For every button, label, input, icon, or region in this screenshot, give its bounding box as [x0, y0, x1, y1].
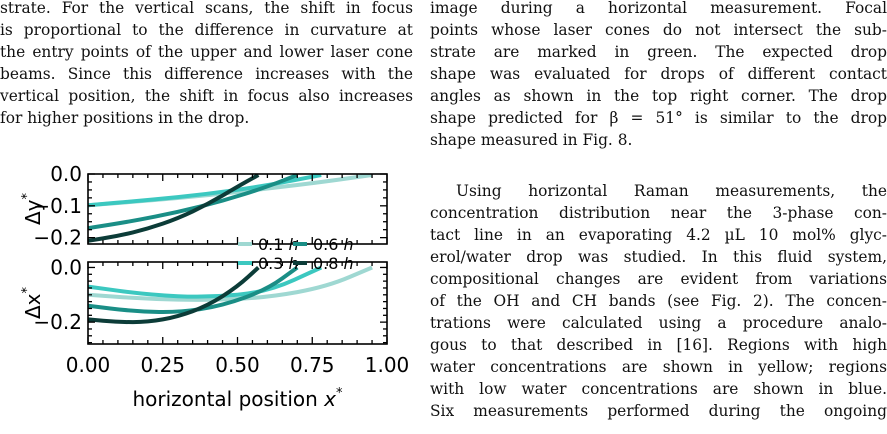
left-paragraph-line-6: for higher positions in the drop.	[0, 109, 250, 127]
x-tick-label-2: 0.25	[140, 353, 185, 377]
right-paragraph-1-line-4: shape was evaluated for drops of differe…	[430, 65, 887, 83]
right-paragraph-1-line-1: image during a horizontal measurement. F…	[430, 0, 887, 17]
y-tick-label-1-1: 0.0	[50, 162, 82, 186]
y-axis-label-1: Δy*	[20, 192, 45, 225]
right-paragraph-2-line-7: trations were calculated using a procedu…	[430, 314, 887, 332]
x-axis-label: horizontal position x*	[132, 386, 343, 411]
legend-label-1: 0.1 h	[258, 235, 299, 254]
right-paragraph-2-line-8: gous to that described in [16]. Regions …	[430, 336, 887, 354]
x-tick-label-5: 1.00	[365, 353, 410, 377]
plot-frame-2	[87, 261, 388, 345]
x-tick-label-4: 0.75	[290, 353, 335, 377]
right-paragraph-2-line-4: erol/water drop was studied. In this flu…	[430, 248, 887, 266]
series-line-2-0.3h	[88, 265, 323, 299]
legend-label-3: 0.6 h	[313, 235, 354, 254]
panel-2: 0.0 −0.2Δx* 0.00 0.25 0.50 0.75 1.00 horizontal…	[20, 255, 409, 411]
legend: 0.1 h0.3 h 0.6 h0.8 h	[238, 235, 354, 273]
y-tick-label-1-3: −0.2	[33, 226, 82, 250]
right-paragraph-2-line-3: tact line in an evaporating 4.2 µL 10 mo…	[430, 226, 887, 244]
y-tick-label-2-2: −0.2	[33, 310, 82, 334]
y-tick-label-1-2: −0.1	[33, 194, 82, 218]
right-paragraph-2-line-10: with low water concentrations are shown …	[430, 380, 887, 398]
left-paragraph-line-1: strate. For the vertical scans, the shif…	[0, 0, 413, 17]
right-paragraph-2-line-9: water concentrations are shown in yellow…	[430, 358, 887, 376]
x-tick-label-3: 0.50	[215, 353, 260, 377]
left-paragraph-line-4: beams. Since this difference increases w…	[0, 65, 413, 83]
y-axis-label-2: Δx*	[20, 286, 45, 319]
right-paragraph-1-line-6: shape predicted for β = 51° is similar t…	[430, 109, 887, 127]
figure: 0.0−0.1−0.2Δy*0.0−0.2Δx*0.00 0.25 0.50 0.75…	[20, 162, 409, 411]
right-paragraph-1-line-3: strate are marked in green. The expected…	[430, 43, 887, 61]
right-paragraph-2-line-6: of the OH and CH bands (see Fig. 2). The…	[430, 292, 887, 310]
series-line-2-0.8h	[88, 266, 260, 325]
right-paragraph-1-line-2: points whose laser cones do not intersec…	[430, 21, 887, 39]
panel-1: 0.0 −0.1 −0.2Δy*	[20, 162, 388, 250]
x-tick-label-1: 0.00	[66, 353, 111, 377]
right-paragraph-2-line-2: concentration distribution near the 3-ph…	[430, 204, 887, 222]
left-paragraph-line-3: the entry points of the upper and lower …	[0, 43, 413, 61]
right-paragraph-2-line-1: Using horizontal Raman measurements, the	[456, 182, 887, 200]
left-paragraph-line-5: vertical position, the shift in focus al…	[0, 87, 413, 105]
left-paragraph-line-2: is proportional to the difference in cur…	[0, 21, 413, 39]
y-tick-label-2-1: 0.0	[50, 255, 82, 279]
legend-label-4: 0.8 h	[313, 254, 354, 273]
series-line-1-0.8h	[88, 174, 260, 243]
legend-label-2: 0.3 h	[258, 254, 299, 273]
right-paragraph-1-line-5: angles as shown in the top right corner.…	[430, 87, 887, 105]
right-paragraph-1-line-7: shape measured in Fig. 8.	[430, 131, 633, 149]
right-paragraph-2-line-11: Six measurements performed during the on…	[430, 402, 887, 420]
right-paragraph-2-line-5: compositional changes are evident from v…	[430, 270, 887, 288]
